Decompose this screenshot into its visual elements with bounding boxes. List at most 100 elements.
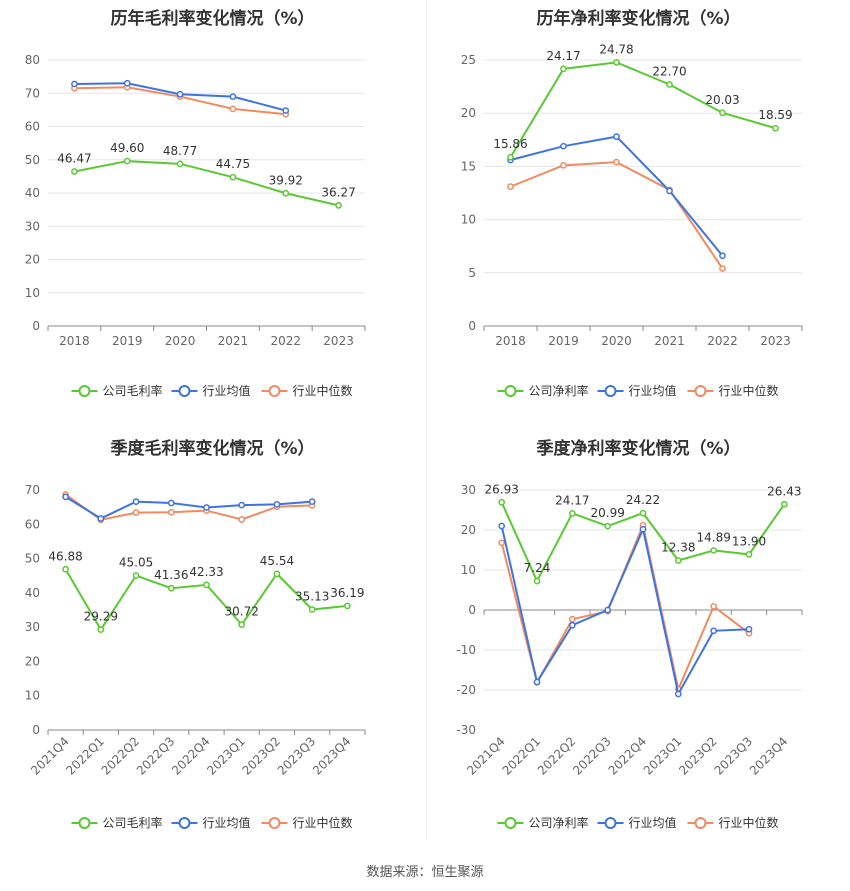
y-tick-label: 40 [25, 586, 40, 600]
x-tick-label: 2022Q1 [500, 734, 544, 778]
data-label: 15.86 [493, 137, 527, 151]
data-point-company [344, 602, 351, 610]
data-point-avg [273, 501, 281, 508]
y-tick-label: 15 [461, 159, 476, 173]
data-point-avg [97, 515, 105, 522]
legend-label: 公司毛利率 [103, 383, 163, 398]
data-label: 24.78 [599, 42, 633, 56]
data-label: 12.38 [661, 540, 695, 554]
data-point-avg [745, 625, 753, 633]
data-point-company [282, 189, 290, 197]
legend-swatch-marker [694, 385, 707, 397]
data-label: 18.59 [758, 108, 792, 122]
data-source-note: 数据来源：恒生聚源 [366, 865, 484, 880]
series-line-company [509, 61, 776, 158]
data-point-company [568, 509, 576, 517]
data-point-avg [238, 501, 246, 509]
data-point-median [132, 509, 140, 516]
data-point-company [745, 551, 753, 558]
data-label: 45.05 [119, 556, 153, 570]
data-point-avg [560, 142, 567, 150]
data-point-company [719, 109, 726, 117]
data-point-median [613, 158, 620, 166]
data-point-avg [62, 493, 69, 501]
chart-panel-quarterly-gross-margin: 季度毛利率变化情况（%） 0 10 20 30 40 50 60 70 2021Q4 2022Q1… [0, 430, 425, 840]
data-point-company [335, 202, 342, 209]
data-label: 24.17 [555, 493, 589, 507]
data-point-company [613, 58, 620, 66]
data-point-median [229, 105, 237, 113]
chart-svg: 0102030405060702021Q42022Q12022Q22022Q32… [25, 483, 366, 830]
chart-panel-annual-net-margin: 历年净利率变化情况（%） 0 5 10 15 20 25 2018 2019 2020 2021 2… [427, 0, 850, 410]
legend-label: 公司净利率 [529, 815, 589, 830]
data-point-company [498, 498, 506, 506]
data-point-avg [613, 133, 620, 140]
legend-swatch-marker [178, 817, 191, 829]
data-point-company [123, 157, 131, 165]
data-point-company [533, 577, 541, 585]
y-tick-label: 0 [32, 319, 40, 333]
x-tick-label: 2021 [218, 334, 249, 348]
data-label: 39.92 [269, 173, 303, 187]
y-tick-label: -10 [456, 643, 476, 657]
data-label: 36.19 [330, 586, 364, 600]
y-tick-label: 70 [25, 483, 40, 497]
data-point-company [203, 581, 210, 589]
x-tick-label: 2023Q4 [747, 734, 791, 778]
series-line-avg [500, 525, 750, 697]
x-tick-label: 2021Q4 [464, 734, 508, 778]
data-label: 44.75 [216, 157, 250, 171]
data-point-avg [282, 107, 290, 114]
legend-swatch-marker [604, 817, 617, 829]
y-tick-label: 20 [461, 106, 476, 120]
chart-title: 季度净利率变化情况（%） [536, 439, 741, 459]
x-tick-label: 2020 [165, 334, 196, 348]
y-tick-label: 60 [25, 120, 40, 134]
data-point-avg [674, 690, 682, 698]
x-tick-label: 2023 [323, 334, 354, 348]
x-tick-label: 2022Q2 [99, 734, 143, 778]
y-tick-label: 80 [25, 53, 40, 67]
data-point-company [62, 565, 69, 573]
x-tick-label: 2022Q3 [570, 734, 614, 778]
data-label: 24.17 [546, 49, 580, 63]
chart-title: 历年净利率变化情况（%） [536, 9, 741, 29]
x-tick-label: 2023Q2 [239, 734, 283, 778]
data-label: 46.88 [48, 549, 82, 563]
data-point-avg [719, 252, 726, 260]
data-point-median [238, 516, 246, 523]
data-label: 49.60 [110, 141, 144, 155]
data-point-median [560, 161, 567, 169]
data-point-avg [176, 90, 184, 98]
legend-label: 行业中位数 [719, 383, 779, 398]
y-tick-label: 50 [25, 552, 40, 566]
data-point-company [132, 572, 140, 579]
x-tick-label: 2018 [59, 334, 90, 348]
data-point-avg [203, 504, 210, 511]
y-tick-label: 30 [25, 620, 40, 634]
y-tick-label: 10 [25, 689, 40, 703]
x-tick-label: 2021Q4 [28, 734, 72, 778]
y-tick-label: 30 [25, 219, 40, 233]
data-point-avg [604, 606, 612, 614]
y-tick-label: 5 [468, 266, 476, 280]
legend-swatch-marker [268, 817, 281, 829]
data-point-company [772, 124, 779, 132]
legend-swatch-marker [694, 817, 707, 829]
data-point-avg [568, 621, 576, 629]
chart-panel-quarterly-net-margin: 季度净利率变化情况（%） -30 -20 -10 0 10 20 30 2021Q4 2022Q… [427, 430, 850, 840]
data-point-avg [308, 498, 316, 506]
panel-divider [426, 0, 427, 840]
legend-swatch-marker [78, 385, 91, 397]
x-tick-label: 2023Q1 [641, 734, 685, 778]
legend-swatch-marker [604, 385, 617, 397]
y-tick-label: 0 [468, 603, 476, 617]
x-tick-label: 2021 [654, 334, 685, 348]
data-point-company [507, 153, 514, 161]
data-label: 20.03 [705, 93, 739, 107]
data-label: 41.36 [154, 568, 188, 582]
data-point-company [666, 81, 673, 88]
data-point-median [498, 539, 506, 547]
y-tick-label: 40 [25, 186, 40, 200]
y-tick-label: 20 [461, 523, 476, 537]
